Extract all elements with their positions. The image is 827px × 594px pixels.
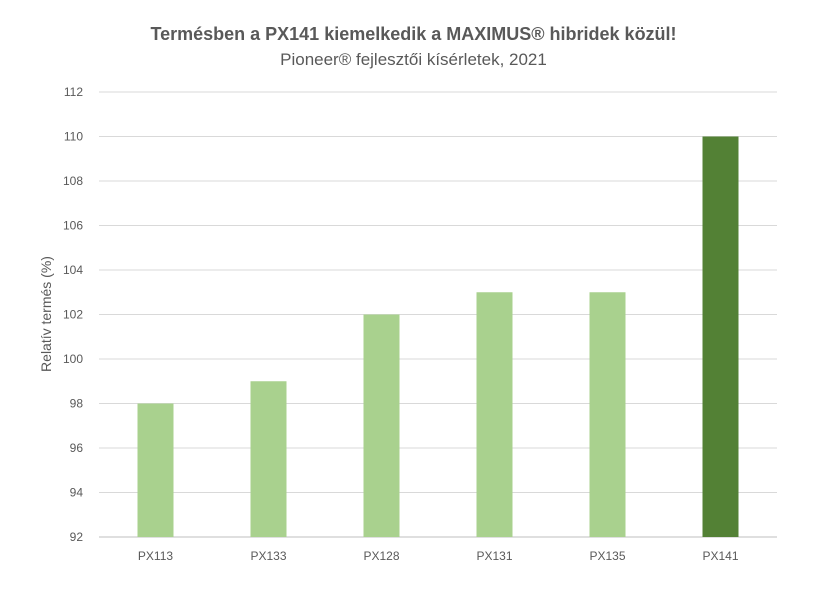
x-tick-label: PX133 [250, 549, 286, 563]
chart-subtitle: Pioneer® fejlesztői kísérletek, 2021 [280, 50, 547, 69]
y-tick-label: 106 [63, 219, 83, 233]
x-tick-label: PX131 [476, 549, 512, 563]
x-tick-label: PX141 [702, 549, 738, 563]
bar-px133 [250, 381, 287, 537]
bar-px141 [702, 136, 739, 537]
x-tick-label: PX128 [363, 549, 399, 563]
y-axis-label: Relatív termés (%) [38, 256, 54, 372]
y-tick-label: 110 [64, 130, 83, 144]
y-tick-label: 112 [64, 85, 83, 99]
y-tick-label: 92 [70, 530, 84, 544]
y-tick-label: 108 [63, 174, 83, 188]
y-tick-label: 100 [63, 352, 83, 366]
y-tick-label: 104 [63, 263, 83, 277]
bar-px135 [589, 292, 626, 537]
bar-px131 [476, 292, 513, 537]
chart-title: Termésben a PX141 kiemelkedik a MAXIMUS®… [150, 24, 677, 44]
x-tick-label: PX113 [138, 549, 173, 563]
bar-px113 [137, 403, 174, 537]
y-tick-label: 98 [70, 397, 84, 411]
y-tick-label: 94 [70, 486, 84, 500]
x-tick-label: PX135 [589, 549, 625, 563]
y-tick-label: 102 [63, 308, 83, 322]
y-tick-label: 96 [70, 441, 84, 455]
bar-px128 [363, 314, 400, 537]
